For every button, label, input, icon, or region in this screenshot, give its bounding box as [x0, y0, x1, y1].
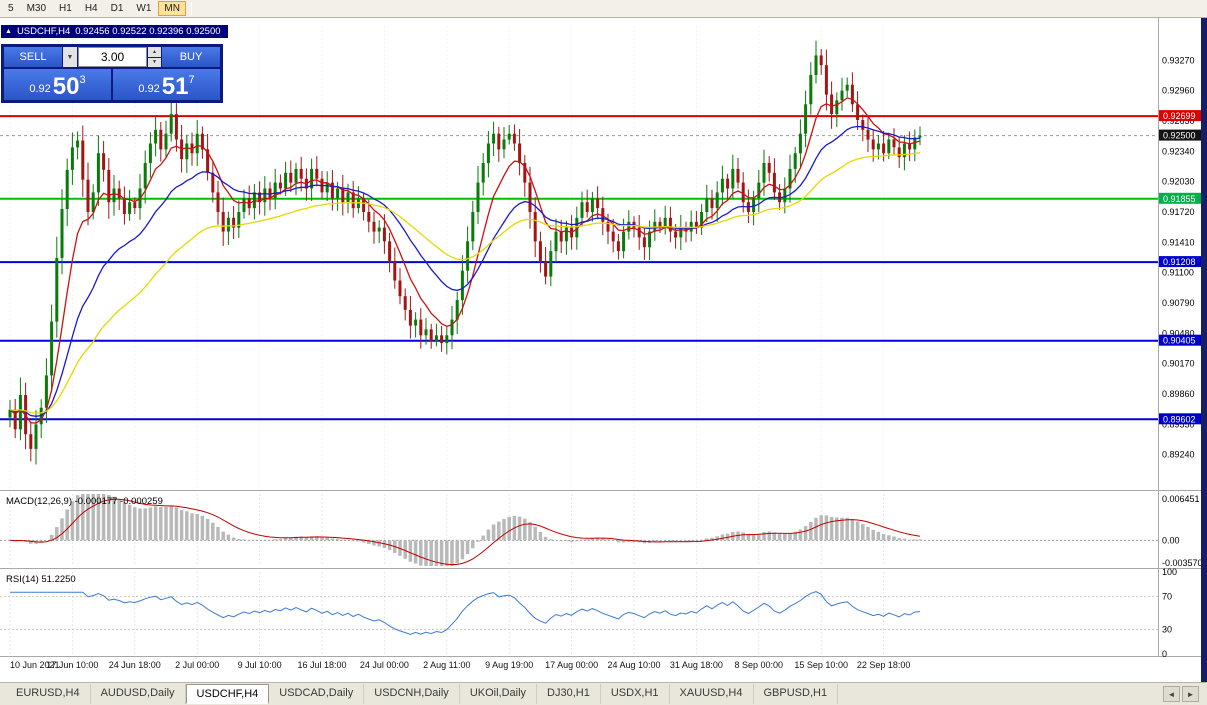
volume-spinner: ▲ ▼: [148, 47, 161, 67]
timeframe-toolbar-buttons: 5 M30 H1 H4 D1 W1 MN: [2, 1, 186, 16]
timeframe-button-mn[interactable]: MN: [158, 1, 186, 16]
buy-price-sup: 7: [188, 74, 195, 86]
svg-text:0.89240: 0.89240: [1162, 450, 1195, 460]
tab-scroll-left-icon[interactable]: ◄: [1163, 686, 1180, 702]
svg-text:0.91208: 0.91208: [1163, 257, 1196, 267]
svg-text:8 Sep 00:00: 8 Sep 00:00: [735, 660, 784, 670]
tab-ukoil-daily[interactable]: UKOil,Daily: [460, 684, 538, 704]
chart-title-arrow-icon: ▲: [5, 28, 12, 35]
svg-text:0.92500: 0.92500: [1163, 131, 1196, 141]
chart-title-bar: ▲ USDCHF,H4 0.92456 0.92522 0.92396 0.92…: [1, 25, 228, 38]
sell-price-big: 50: [52, 73, 80, 100]
svg-text:31 Aug 18:00: 31 Aug 18:00: [670, 660, 723, 670]
tab-dj30-h1[interactable]: DJ30,H1: [537, 684, 601, 704]
svg-text:16 Jul 18:00: 16 Jul 18:00: [297, 660, 346, 670]
timeframe-button-h1[interactable]: H1: [59, 3, 72, 14]
svg-text:0.92699: 0.92699: [1163, 111, 1196, 121]
sell-price-button[interactable]: 0.92 50 3: [4, 69, 111, 100]
svg-text:0.89550: 0.89550: [1162, 419, 1195, 429]
volume-input[interactable]: [78, 47, 147, 67]
svg-text:24 Aug 10:00: 24 Aug 10:00: [607, 660, 660, 670]
tab-gbpusd-h1[interactable]: GBPUSD,H1: [754, 684, 839, 704]
tab-eurusd-h4[interactable]: EURUSD,H4: [6, 684, 91, 704]
timeframe-button-h4[interactable]: H4: [84, 3, 98, 14]
buy-button[interactable]: BUY: [162, 47, 220, 67]
svg-text:0.89602: 0.89602: [1163, 414, 1196, 424]
volume-up-icon[interactable]: ▲: [148, 47, 161, 57]
svg-text:10 Jun 2021: 10 Jun 2021: [10, 660, 60, 670]
svg-text:70: 70: [1162, 592, 1172, 602]
svg-text:100: 100: [1162, 567, 1177, 577]
svg-text:0.90480: 0.90480: [1162, 328, 1195, 338]
tab-scroll-right-icon[interactable]: ►: [1182, 686, 1199, 702]
svg-text:9 Jul 10:00: 9 Jul 10:00: [238, 660, 282, 670]
vertical-scrollbar[interactable]: [1201, 18, 1207, 682]
timeframe-button-m30[interactable]: M30: [26, 3, 47, 14]
tab-usdchf-h4[interactable]: USDCHF,H4: [185, 684, 270, 704]
volume-dropdown-icon[interactable]: ▼: [63, 47, 77, 67]
chart-symbol-label: USDCHF,H4: [16, 26, 71, 37]
timeframe-button-d1[interactable]: D1: [110, 3, 124, 14]
sell-button[interactable]: SELL: [4, 47, 62, 67]
svg-text:0.93270: 0.93270: [1162, 55, 1195, 65]
svg-text:0.91720: 0.91720: [1162, 207, 1195, 217]
timeframe-button-w1[interactable]: W1: [136, 3, 152, 14]
chart-ohlc-values: 0.92456 0.92522 0.92396 0.92500: [75, 26, 221, 37]
svg-text:0.90790: 0.90790: [1162, 298, 1195, 308]
svg-text:0.90405: 0.90405: [1163, 336, 1196, 346]
svg-text:RSI(14) 51.2250: RSI(14) 51.2250: [6, 574, 76, 585]
one-click-trading-panel: SELL ▼ ▲ ▼ BUY 0.92 50 3 0.92 51 7: [1, 44, 223, 103]
tab-usdx-h1[interactable]: USDX,H1: [601, 684, 670, 704]
svg-text:0.00: 0.00: [1162, 535, 1180, 545]
tab-audusd-daily[interactable]: AUDUSD,Daily: [91, 684, 186, 704]
svg-text:0.91100: 0.91100: [1162, 268, 1194, 278]
chart-area[interactable]: 10 Jun 2021 17 Jun 10:00 24 Jun 18:00 2 Jul…: [0, 18, 1207, 682]
toolbar-separator: [190, 2, 192, 15]
sell-price-small: 0.92: [29, 83, 51, 95]
buy-price-button[interactable]: 0.92 51 7: [113, 69, 220, 100]
svg-text:2 Aug 11:00: 2 Aug 11:00: [423, 660, 470, 670]
svg-text:0.006451: 0.006451: [1162, 494, 1200, 504]
svg-text:0.90170: 0.90170: [1162, 359, 1195, 369]
buy-price-small: 0.92: [138, 83, 160, 95]
svg-text:0.91410: 0.91410: [1162, 237, 1195, 247]
svg-text:24 Jun 18:00: 24 Jun 18:00: [109, 660, 161, 670]
svg-text:0.89860: 0.89860: [1162, 389, 1195, 399]
tab-xauusd-h4[interactable]: XAUUSD,H4: [670, 684, 754, 704]
svg-text:-0.003570: -0.003570: [1162, 558, 1201, 568]
svg-text:17 Aug 00:00: 17 Aug 00:00: [545, 660, 598, 670]
tab-usdcad-daily[interactable]: USDCAD,Daily: [269, 684, 365, 704]
chart-tabs: EURUSD,H4 AUDUSD,Daily USDCHF,H4 USDCAD,Dai…: [6, 684, 839, 704]
svg-text:22 Sep 18:00: 22 Sep 18:00: [857, 660, 911, 670]
tab-usdcnh-daily[interactable]: USDCNH,Daily: [364, 684, 460, 704]
sell-price-sup: 3: [79, 74, 86, 86]
svg-text:0.92960: 0.92960: [1162, 86, 1195, 96]
svg-text:0.91855: 0.91855: [1163, 194, 1196, 204]
svg-text:30: 30: [1162, 624, 1172, 634]
svg-text:0.92030: 0.92030: [1162, 177, 1195, 187]
svg-text:17 Jun 10:00: 17 Jun 10:00: [46, 660, 98, 670]
svg-text:2 Jul 00:00: 2 Jul 00:00: [175, 660, 219, 670]
buy-price-big: 51: [161, 73, 189, 100]
svg-text:MACD(12,26,9) -0.000177 -0.000: MACD(12,26,9) -0.000177 -0.000259: [6, 496, 163, 507]
svg-text:24 Jul 00:00: 24 Jul 00:00: [360, 660, 409, 670]
timeframe-button-5[interactable]: 5: [8, 3, 14, 14]
svg-text:0.92340: 0.92340: [1162, 146, 1195, 156]
svg-text:9 Aug 19:00: 9 Aug 19:00: [485, 660, 533, 670]
svg-text:0: 0: [1162, 649, 1167, 659]
timeframe-toolbar: 5 M30 H1 H4 D1 W1 MN: [0, 0, 1207, 18]
tab-scroll-arrows: ◄ ►: [1163, 686, 1199, 702]
svg-text:15 Sep 10:00: 15 Sep 10:00: [794, 660, 848, 670]
chart-tabs-bar: EURUSD,H4 AUDUSD,Daily USDCHF,H4 USDCAD,Dai…: [0, 682, 1207, 705]
volume-down-icon[interactable]: ▼: [148, 57, 161, 67]
